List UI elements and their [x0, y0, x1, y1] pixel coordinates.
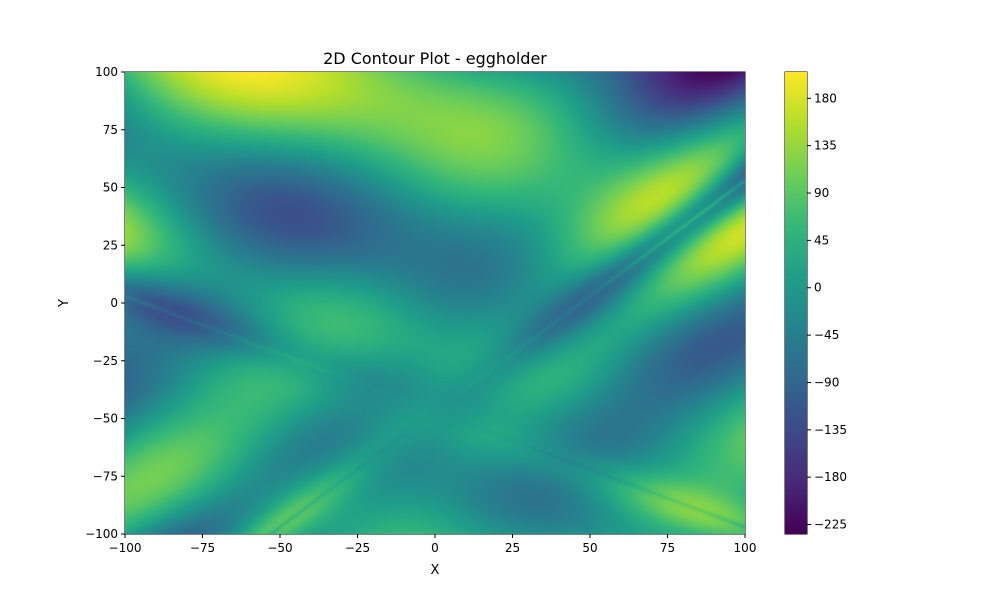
- x-tick-label: −50: [267, 541, 292, 555]
- colorbar-tick-label: −90: [814, 375, 839, 389]
- colorbar-tick-label: 45: [814, 233, 829, 247]
- x-tick-label: −75: [190, 541, 215, 555]
- y-tick-label: 0: [110, 296, 118, 310]
- colorbar-tick-label: −225: [814, 518, 847, 532]
- y-tick-label: −100: [85, 527, 118, 541]
- colorbar: [785, 72, 807, 534]
- colorbar-tick-label: 0: [814, 281, 822, 295]
- x-tick-label: 50: [582, 541, 597, 555]
- y-axis-label: Y: [57, 299, 72, 308]
- chart-title: 2D Contour Plot - eggholder: [323, 49, 547, 68]
- y-tick-label: 100: [95, 65, 118, 79]
- colorbar-ticks: −225 −180 −135 −90 −45 0 45 90 135 180: [807, 91, 847, 532]
- x-tick-label: −100: [109, 541, 142, 555]
- colorbar-tick-label: 135: [814, 139, 837, 153]
- y-tick-label: 50: [103, 181, 118, 195]
- y-tick-label: 25: [103, 238, 118, 252]
- colorbar-tick-label: 180: [814, 91, 837, 105]
- x-tick-label: −25: [345, 541, 370, 555]
- colorbar-tick-label: −180: [814, 470, 847, 484]
- y-tick-label: −75: [93, 469, 118, 483]
- x-axis-ticks: −100 −75 −50 −25 0 25 50 75 100: [109, 534, 757, 555]
- colorbar-tick-label: 90: [814, 186, 829, 200]
- x-tick-label: 75: [660, 541, 675, 555]
- colorbar-tick-label: −135: [814, 423, 847, 437]
- y-tick-label: −25: [93, 354, 118, 368]
- x-axis-label: X: [431, 563, 440, 578]
- x-tick-label: 100: [734, 541, 757, 555]
- heatmap-plot: [125, 72, 745, 534]
- y-tick-label: 75: [103, 123, 118, 137]
- y-tick-label: −50: [93, 412, 118, 426]
- y-axis-ticks: −100 −75 −50 −25 0 25 50 75 100: [85, 65, 125, 541]
- x-tick-label: 0: [431, 541, 439, 555]
- colorbar-tick-label: −45: [814, 328, 839, 342]
- x-tick-label: 25: [505, 541, 520, 555]
